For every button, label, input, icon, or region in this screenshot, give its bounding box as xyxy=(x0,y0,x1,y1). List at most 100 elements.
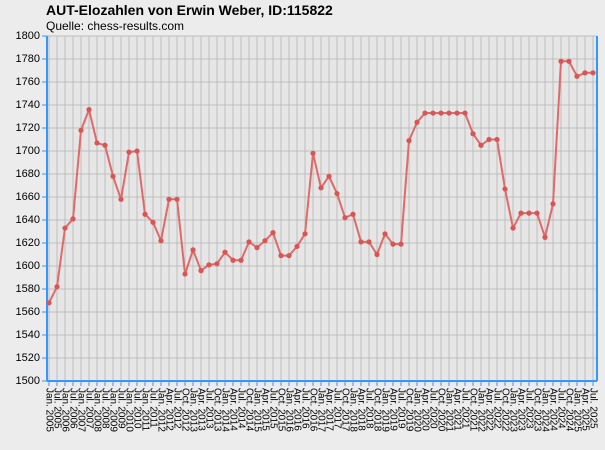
x-tick-label: Jul. 2018 xyxy=(363,388,374,429)
x-tick-label: Jul. 2007 xyxy=(83,388,94,429)
point xyxy=(214,261,220,267)
point xyxy=(54,284,60,290)
point xyxy=(358,239,364,245)
point xyxy=(182,271,188,277)
x-tick-label: Jul. 2013 xyxy=(203,388,214,429)
point xyxy=(510,225,516,231)
x-tick-label: Apr. 2018 xyxy=(355,388,366,431)
y-tick-label: 1600 xyxy=(16,260,40,272)
y-tick-label: 1800 xyxy=(16,30,40,42)
y-tick-label: 1700 xyxy=(16,145,40,157)
x-tick-label: Oct. 2013 xyxy=(211,388,222,432)
point xyxy=(286,253,292,259)
x-tick-label: Jul. 2017 xyxy=(331,388,342,429)
y-tick-label: 1500 xyxy=(16,375,40,387)
point xyxy=(198,268,204,274)
point xyxy=(550,201,556,207)
point xyxy=(94,140,100,146)
x-tick-label: Jan. 2011 xyxy=(139,388,150,432)
point xyxy=(430,110,436,116)
point xyxy=(294,243,300,250)
x-tick-label: Oct. 2018 xyxy=(371,388,382,432)
point xyxy=(126,149,132,155)
point xyxy=(518,210,524,216)
point xyxy=(438,110,444,116)
point xyxy=(574,73,580,79)
point xyxy=(542,234,548,240)
point xyxy=(270,230,276,236)
x-tick-label: Jan. 2009 xyxy=(107,388,118,432)
x-tick-label: Jul. 2021 xyxy=(459,388,470,429)
x-tick-label: Apr. 2013 xyxy=(195,388,206,431)
x-tick-label: Apr. 2021 xyxy=(451,388,462,431)
point xyxy=(534,210,540,216)
x-tick-label: Jan. 2019 xyxy=(379,388,390,432)
point xyxy=(382,231,388,237)
point xyxy=(206,262,212,268)
x-tick-label: Apr. 2020 xyxy=(419,388,430,431)
y-tick-label: 1680 xyxy=(16,168,40,180)
point xyxy=(230,257,236,263)
point xyxy=(278,253,284,259)
point xyxy=(158,238,164,244)
point xyxy=(262,238,268,244)
x-tick-label: Jul. 2024 xyxy=(555,388,566,429)
point xyxy=(310,150,316,156)
y-tick-label: 1580 xyxy=(16,283,40,295)
x-tick-label: Jan. 2020 xyxy=(411,388,422,432)
point xyxy=(374,251,380,258)
x-tick-label: Oct. 2022 xyxy=(499,388,510,432)
x-tick-label: Apr. 2024 xyxy=(547,388,558,431)
x-tick-label: Jul. 2005 xyxy=(51,388,62,429)
point xyxy=(238,257,244,263)
point xyxy=(254,245,260,251)
x-tick-label: Jul. 2010 xyxy=(131,388,142,429)
x-tick-label: Jan. 2006 xyxy=(59,388,70,432)
point xyxy=(446,110,452,116)
point xyxy=(110,173,116,179)
x-tick-label: Apr. 2025 xyxy=(579,388,590,431)
x-tick-label: Jul. 2016 xyxy=(299,388,310,429)
x-tick-label: Jan. 2021 xyxy=(443,388,454,432)
x-tick-label: Jul. 2014 xyxy=(235,388,246,429)
x-tick-label: Jan. 2023 xyxy=(507,388,518,432)
point xyxy=(366,239,372,245)
x-tick-label: Apr. 2012 xyxy=(163,388,174,431)
x-tick-label: Jul. 2025 xyxy=(587,388,598,429)
point xyxy=(422,110,428,116)
point xyxy=(70,216,76,222)
x-tick-label: Jan. 2015 xyxy=(251,388,262,432)
point xyxy=(470,131,476,137)
point xyxy=(582,70,588,76)
y-tick-label: 1560 xyxy=(16,306,40,318)
x-tick-label: Jan. 2008 xyxy=(91,388,102,432)
x-tick-label: Jul. 2015 xyxy=(267,388,278,429)
x-tick-label: Jul. 2023 xyxy=(523,388,534,429)
point xyxy=(486,136,492,143)
x-tick-label: Oct. 2024 xyxy=(563,388,574,432)
point xyxy=(398,241,404,247)
point xyxy=(326,173,332,179)
chart-title: AUT-Elozahlen von Erwin Weber, ID:115822 xyxy=(46,2,333,18)
point xyxy=(150,219,156,225)
y-tick-label: 1740 xyxy=(16,99,40,111)
point xyxy=(390,241,396,247)
y-tick-label: 1520 xyxy=(16,352,40,364)
point xyxy=(334,190,340,197)
x-tick-label: Jan. 2012 xyxy=(155,388,166,432)
x-tick-label: Jul. 2008 xyxy=(99,388,110,429)
x-tick-label: Jul. 2009 xyxy=(115,388,126,429)
x-tick-label: Apr. 2017 xyxy=(323,388,334,431)
point xyxy=(342,215,348,221)
point xyxy=(246,239,252,245)
x-tick-label: Apr. 2023 xyxy=(515,388,526,431)
point xyxy=(166,196,172,202)
point xyxy=(350,211,356,217)
x-tick-label: Jan. 2010 xyxy=(123,388,134,432)
x-tick-label: Jan. 2024 xyxy=(539,388,550,432)
x-tick-label: Jan. 2022 xyxy=(475,388,486,432)
point xyxy=(134,148,140,154)
x-tick-label: Jul. 2019 xyxy=(395,388,406,429)
point xyxy=(526,210,532,216)
